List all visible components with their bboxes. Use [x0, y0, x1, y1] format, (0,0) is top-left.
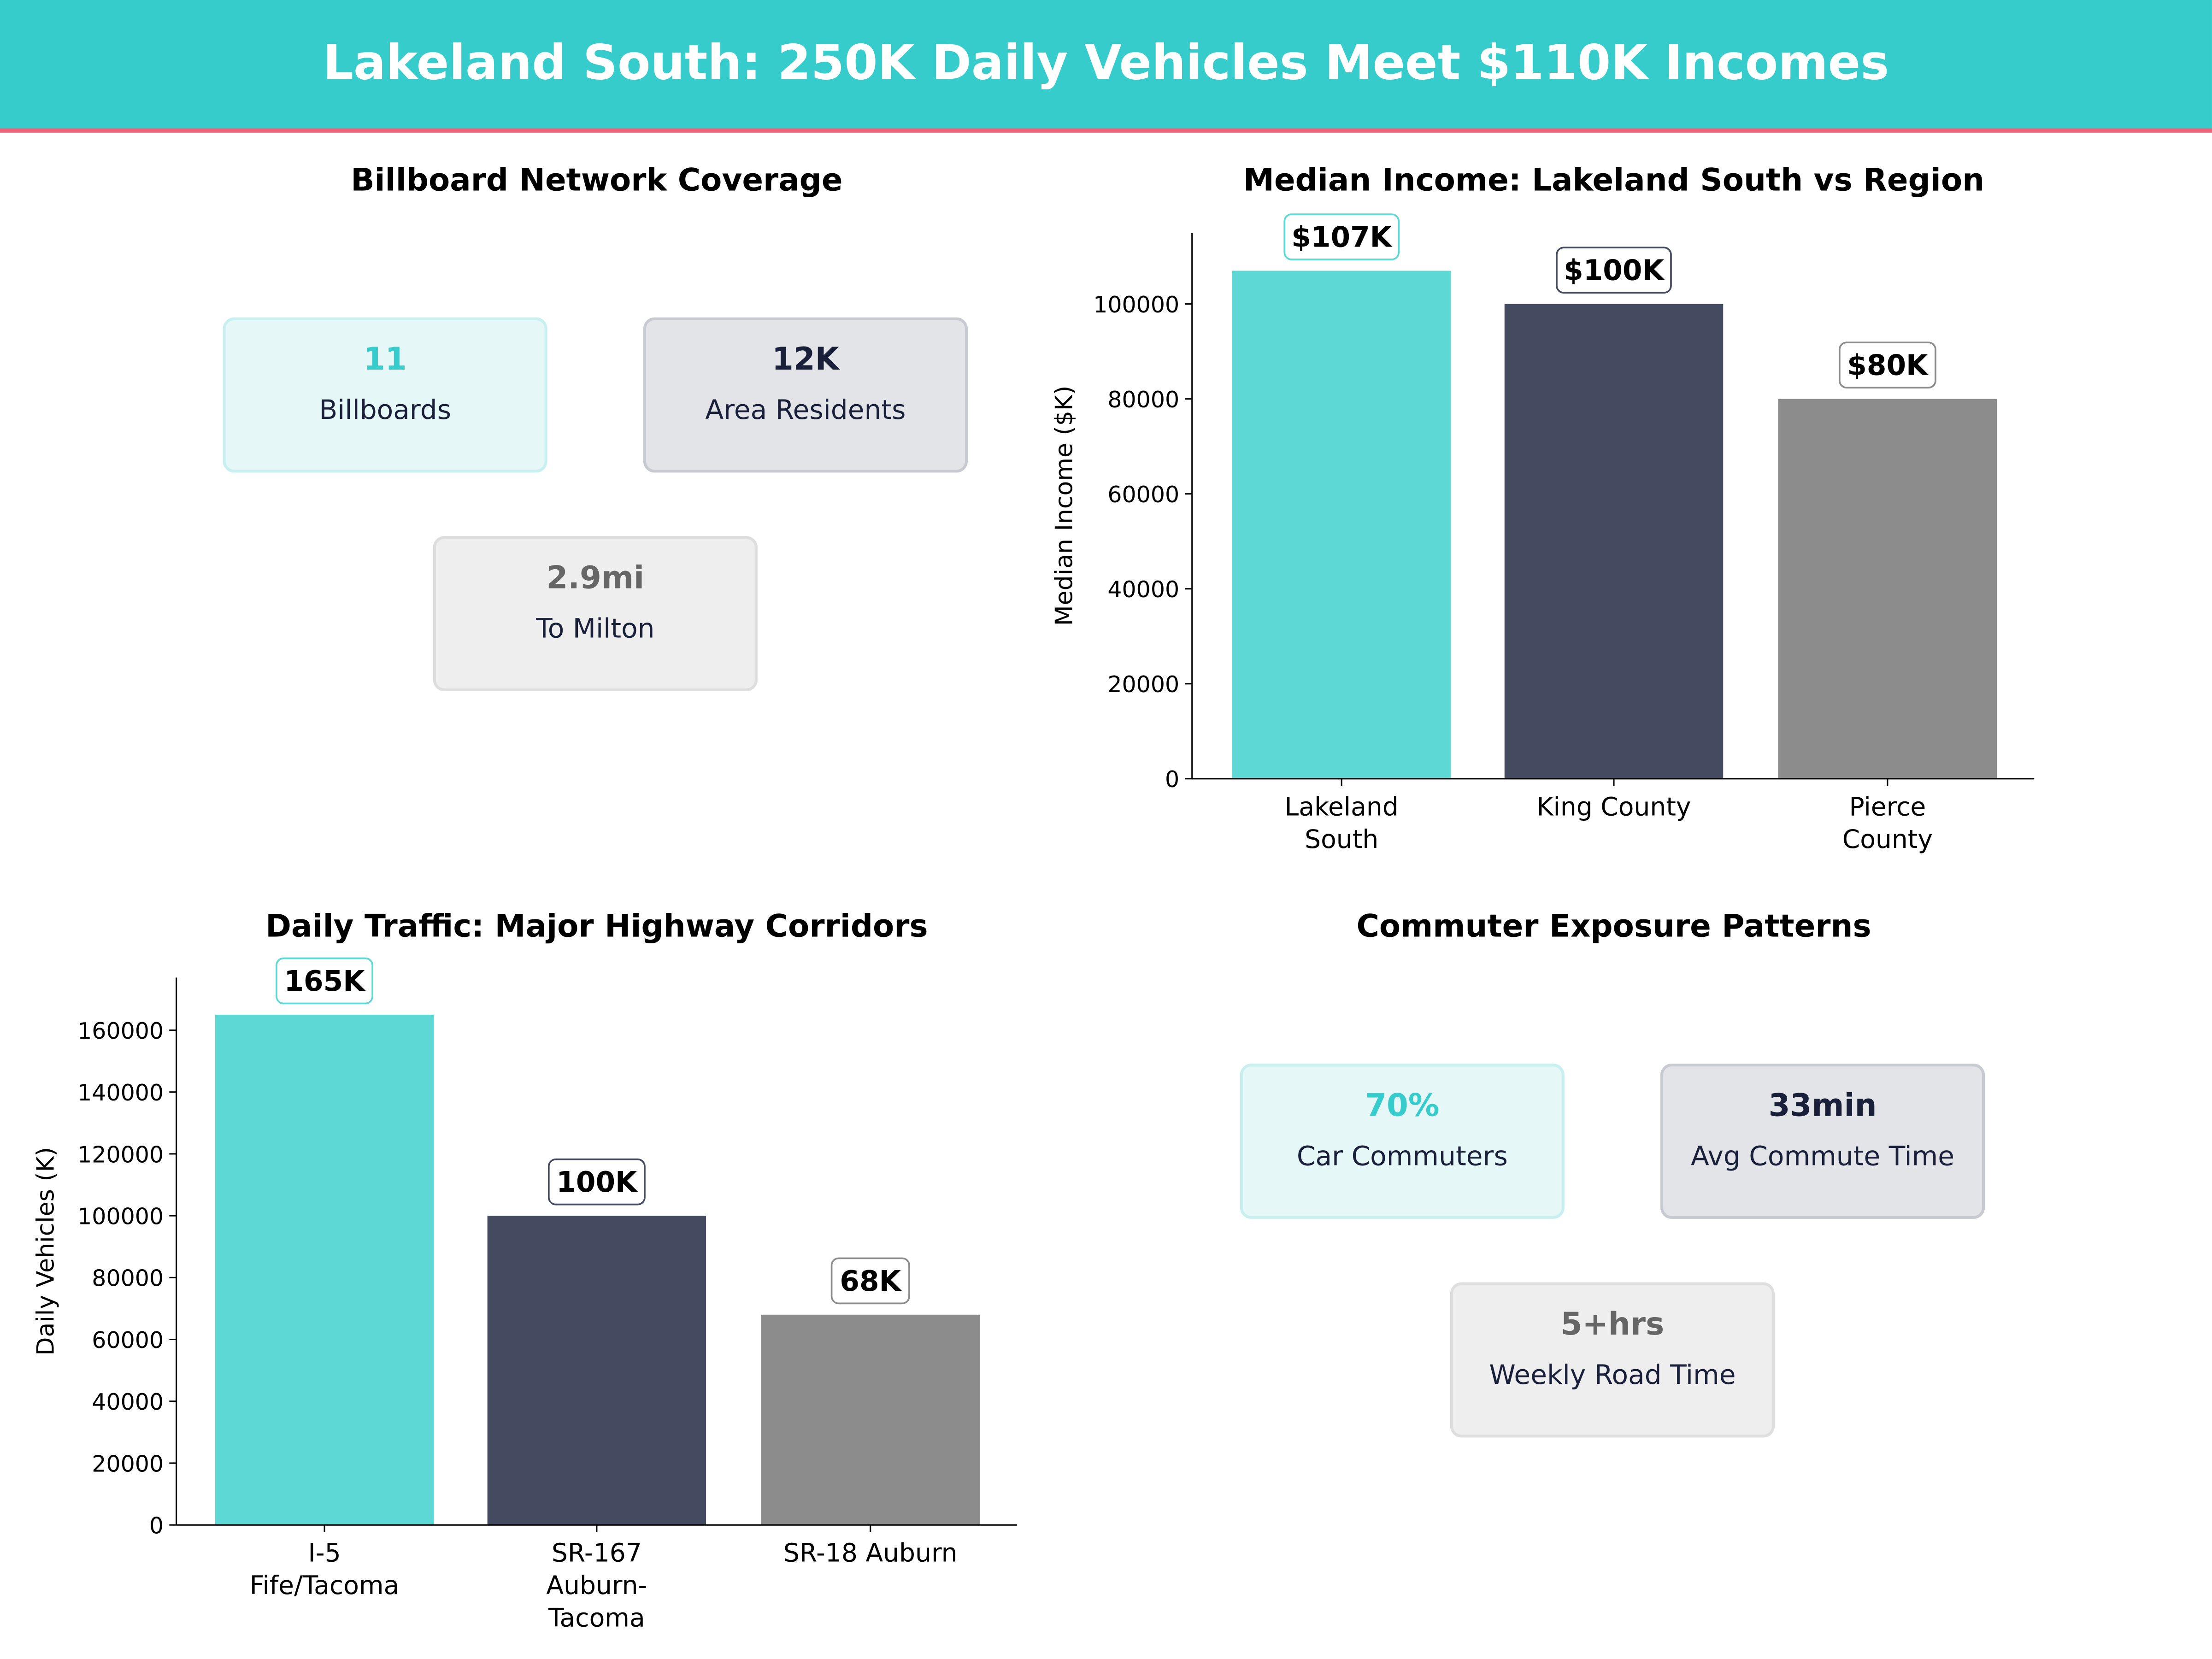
traffic-chart: 165K I-5 Fife/Tacoma 100K SR-167 Auburn- Tacom… — [32, 957, 1018, 1633]
income-chart: $107K Lakeland South $100K King County $80K Pi… — [1051, 213, 2035, 854]
stat-label: Weekly Road Time — [1489, 1359, 1736, 1391]
y-tick-label: 20000 — [92, 1451, 164, 1477]
y-tick-label: 0 — [1165, 766, 1179, 793]
data-label: $107K — [1291, 221, 1393, 253]
x-tick-label: Fife/Tacoma — [250, 1571, 400, 1600]
y-tick-label: 0 — [149, 1513, 164, 1539]
stat-value: 12K — [771, 342, 839, 378]
y-tick-label: 60000 — [1107, 482, 1179, 508]
data-label-box — [1838, 341, 1936, 389]
y-tick-label: 100000 — [77, 1203, 164, 1230]
data-label-box — [1556, 247, 1672, 294]
stat-label: Area Residents — [705, 395, 906, 426]
y-tick-label: 40000 — [1107, 577, 1179, 603]
stat-card-car-commuters: 70% Car Commuters — [1240, 1064, 1565, 1219]
y-tick-label: 40000 — [92, 1389, 164, 1415]
data-label: 165K — [284, 965, 366, 998]
bar — [1778, 399, 1997, 779]
stat-value: 5+hrs — [1560, 1307, 1665, 1343]
x-tick-label: Tacoma — [548, 1603, 645, 1633]
x-tick-label: SR-167 — [552, 1538, 642, 1568]
x-tick-label: Pierce — [1849, 792, 1926, 821]
stat-value: 11 — [363, 342, 407, 378]
x-tick-label: Lakeland — [1285, 792, 1399, 821]
stat-label: Billboards — [319, 395, 452, 426]
data-label: $100K — [1564, 254, 1665, 287]
stat-value: 70% — [1365, 1089, 1440, 1124]
data-label: 68K — [840, 1265, 902, 1298]
stat-card-billboards: 11 Billboards — [223, 317, 547, 473]
stat-card-distance: 2.9mi To Milton — [433, 536, 758, 691]
stat-label: To Milton — [536, 613, 655, 645]
x-tick-label: SR-18 Auburn — [783, 1538, 958, 1568]
data-label-box — [1283, 213, 1400, 260]
bar — [761, 1314, 980, 1525]
stat-value: 2.9mi — [546, 561, 645, 597]
y-tick-label: 100000 — [1093, 292, 1179, 318]
data-label-box — [276, 957, 373, 1005]
data-label: 100K — [556, 1166, 638, 1199]
stat-value: 33min — [1768, 1089, 1877, 1124]
commuter-title: Commuter Exposure Patterns — [1356, 910, 1871, 946]
y-tick-label: 80000 — [92, 1265, 164, 1292]
x-tick-label: King County — [1536, 792, 1691, 821]
bar — [1232, 271, 1451, 779]
data-label-box — [547, 1158, 646, 1206]
bar — [215, 1014, 434, 1525]
y-tick-label: 80000 — [1107, 387, 1179, 413]
y-tick-label: 60000 — [92, 1327, 164, 1353]
page-title: Lakeland South: 250K Daily Vehicles Meet… — [323, 35, 1889, 92]
bar — [1504, 304, 1724, 779]
y-tick-label: 120000 — [77, 1141, 164, 1168]
x-tick-label: South — [1305, 824, 1378, 854]
stat-label: Avg Commute Time — [1691, 1141, 1955, 1172]
data-label-box — [830, 1257, 910, 1305]
x-tick-label: County — [1842, 824, 1933, 854]
x-tick-label: Auburn- — [546, 1571, 647, 1600]
x-tick-label: I-5 — [308, 1538, 341, 1568]
header-banner: Lakeland South: 250K Daily Vehicles Meet… — [0, 0, 2212, 133]
y-tick-label: 140000 — [77, 1080, 164, 1106]
traffic-chart-title: Daily Traffic: Major Highway Corridors — [265, 910, 928, 946]
y-axis-label: Daily Vehicles (K) — [32, 1147, 59, 1356]
y-axis-label: Median Income ($K) — [1051, 386, 1078, 626]
y-tick-label: 160000 — [77, 1018, 164, 1044]
income-chart-title: Median Income: Lakeland South vs Region — [1243, 164, 1985, 199]
stat-card-residents: 12K Area Residents — [643, 317, 968, 473]
stat-label: Car Commuters — [1296, 1141, 1508, 1172]
stat-card-commute-time: 33min Avg Commute Time — [1660, 1064, 1985, 1219]
coverage-title: Billboard Network Coverage — [351, 164, 843, 199]
data-label: $80K — [1847, 349, 1929, 382]
stat-card-road-time: 5+hrs Weekly Road Time — [1450, 1282, 1775, 1438]
bar — [487, 1216, 706, 1525]
y-tick-label: 20000 — [1107, 671, 1179, 698]
